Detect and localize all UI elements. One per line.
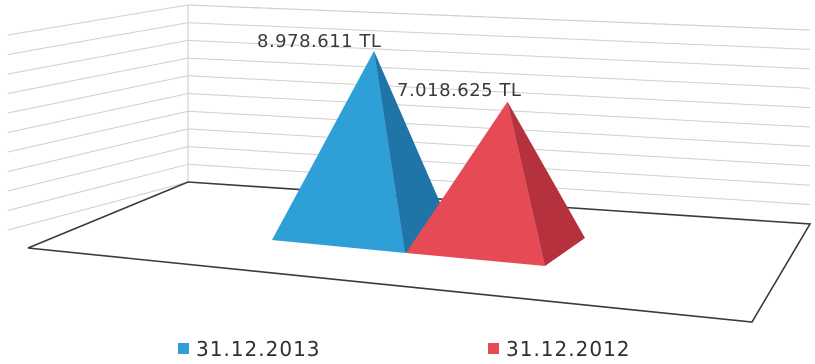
side-gridline	[7, 128, 189, 172]
side-gridline	[7, 181, 189, 231]
pyramid-front-face-2013	[272, 50, 405, 253]
gridline	[187, 75, 811, 109]
gridline	[187, 39, 811, 70]
gridline	[187, 57, 811, 89]
pyramid-side-face-2013	[374, 50, 452, 253]
side-gridline	[7, 146, 189, 192]
data-labels: 8.978.611 TL 7.018.625 TL	[257, 31, 521, 101]
legend-swatch-2012	[488, 343, 499, 354]
side-gridline	[7, 93, 189, 133]
gridline	[187, 4, 811, 31]
legend-label-2012: 31.12.2012	[506, 337, 631, 361]
data-label-2012: 7.018.625 TL	[397, 80, 521, 101]
side-gridline	[7, 22, 189, 55]
pyramids	[272, 50, 585, 266]
side-gridline	[7, 75, 189, 114]
legend-label-2013: 31.12.2013	[196, 337, 321, 361]
gridline	[187, 22, 811, 50]
gridline	[187, 93, 811, 128]
side-gridline	[7, 57, 189, 94]
side-gridline	[7, 39, 189, 75]
data-label-2013: 8.978.611 TL	[257, 31, 381, 52]
legend: 31.12.2013 31.12.2012	[178, 337, 631, 361]
legend-swatch-2013	[178, 343, 189, 354]
side-gridline	[7, 4, 189, 36]
side-gridline	[7, 163, 189, 211]
pyramid-side-face-2012	[507, 101, 585, 266]
side-gridline	[7, 110, 189, 153]
pyramid-front-face-2012	[406, 101, 545, 266]
